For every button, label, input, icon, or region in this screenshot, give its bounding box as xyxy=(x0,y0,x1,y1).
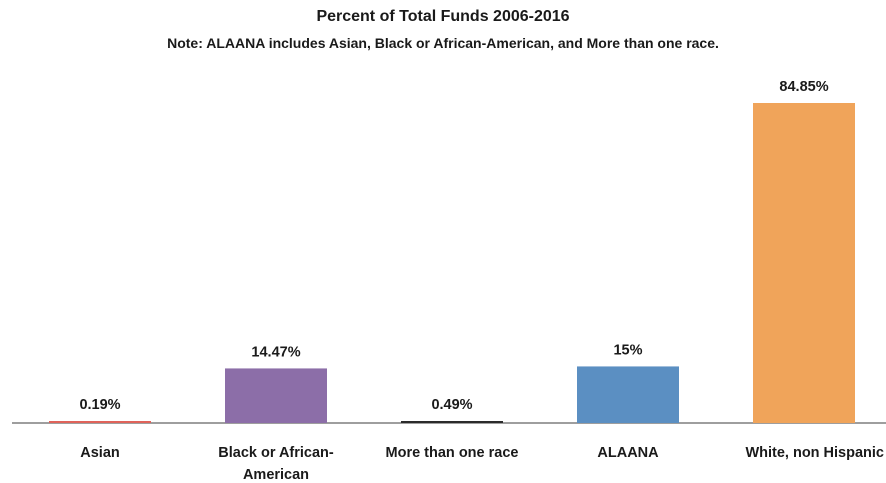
bar-0 xyxy=(49,421,151,423)
category-label-4: White, non Hispanic xyxy=(745,445,884,461)
data-label-4: 84.85% xyxy=(779,79,828,95)
bar-1 xyxy=(225,368,327,423)
bar-4 xyxy=(753,103,855,423)
category-label-3: ALAANA xyxy=(597,445,659,461)
category-label-0: Asian xyxy=(80,445,120,461)
chart-title: Percent of Total Funds 2006-2016 xyxy=(316,8,570,25)
data-label-2: 0.49% xyxy=(431,397,472,413)
category-label-2: More than one race xyxy=(386,445,519,461)
category-label-1-line-1: American xyxy=(243,467,309,483)
data-label-0: 0.19% xyxy=(79,397,120,413)
data-label-1: 14.47% xyxy=(251,344,300,360)
bar-2 xyxy=(401,421,503,423)
chart-subtitle: Note: ALAANA includes Asian, Black or Af… xyxy=(167,35,719,51)
data-label-3: 15% xyxy=(613,342,642,358)
bar-3 xyxy=(577,366,679,423)
category-label-1-line-0: Black or African- xyxy=(218,445,334,461)
